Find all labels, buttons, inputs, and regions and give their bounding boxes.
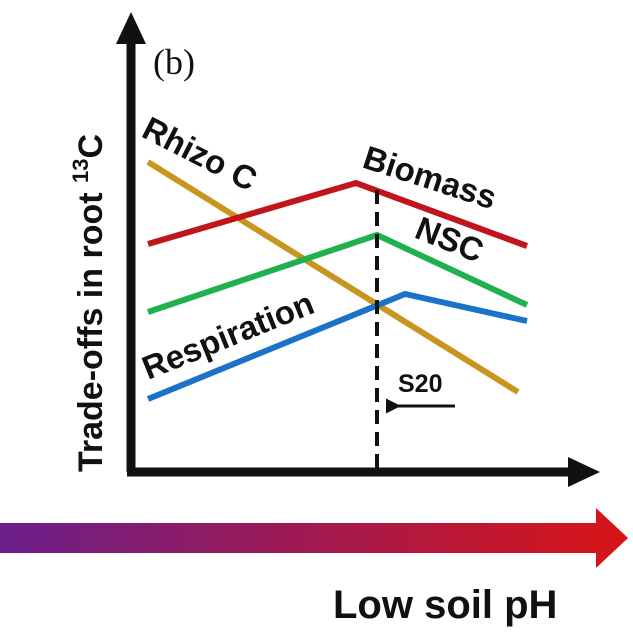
series-label-respiration: Respiration bbox=[137, 284, 319, 386]
gradient-bar bbox=[0, 523, 600, 553]
soil-ph-gradient-arrow bbox=[0, 508, 628, 568]
x-axis-label: Low soil pH bbox=[333, 583, 557, 627]
axes bbox=[116, 12, 600, 487]
series-label-biomass: Biomass bbox=[359, 138, 501, 216]
biomass-line bbox=[147, 179, 529, 249]
x-axis-arrow bbox=[568, 457, 600, 487]
threshold-label: S20 bbox=[398, 370, 442, 398]
series-label-rhizo-c: Rhizo C bbox=[137, 109, 263, 198]
y-axis-label-main: Trade-offs in root bbox=[72, 183, 110, 472]
rhizo-c-line bbox=[146, 159, 520, 395]
y-axis-label: Trade-offs in root 13C bbox=[68, 134, 110, 472]
gradient-arrow-head bbox=[596, 508, 628, 568]
y-axis-label-end: C bbox=[72, 134, 110, 159]
y-axis-label-sup: 13 bbox=[68, 159, 93, 183]
panel-label: (b) bbox=[153, 42, 195, 82]
respiration-line bbox=[146, 290, 528, 402]
y-axis-arrow bbox=[116, 12, 146, 44]
